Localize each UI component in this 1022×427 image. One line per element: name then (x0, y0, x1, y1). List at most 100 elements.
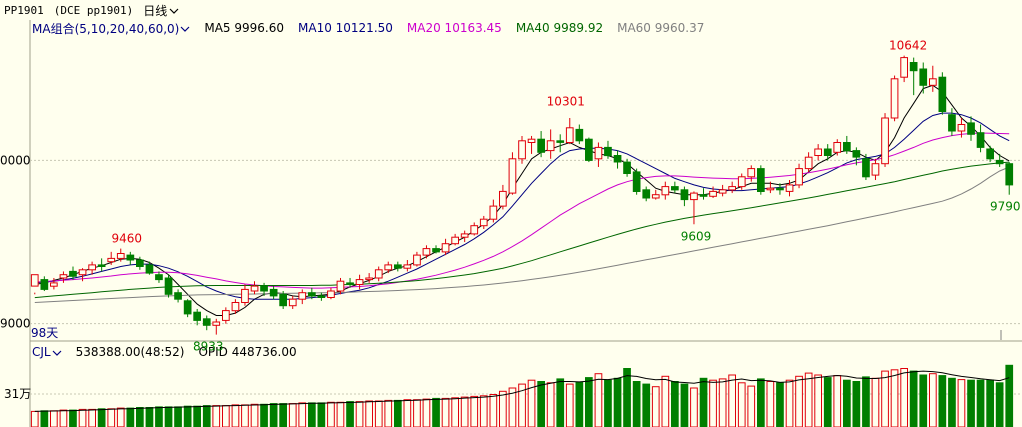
candle (78, 268, 87, 282)
candle-body (537, 138, 545, 153)
candle-body (126, 254, 135, 261)
volume-bar (374, 400, 383, 427)
candle-body (642, 189, 651, 199)
candle (374, 266, 383, 282)
candle (30, 274, 39, 295)
candle-body (604, 146, 612, 157)
volume-bar (833, 375, 842, 427)
volume-bar (766, 381, 775, 427)
candle-body (155, 274, 163, 281)
candle-body (900, 57, 908, 78)
candle-body (241, 288, 249, 303)
candle (823, 144, 832, 161)
volume-bar (116, 407, 125, 427)
candle (518, 135, 526, 164)
volume-bar (384, 399, 393, 427)
candle (126, 251, 135, 265)
candle-body (470, 225, 479, 235)
candle (795, 163, 803, 189)
candle (766, 181, 775, 194)
volume-bar (489, 394, 498, 427)
candle (1005, 162, 1014, 195)
volume-bar (776, 382, 784, 427)
candle-body (460, 233, 469, 238)
candle (718, 184, 727, 197)
volume-bar (948, 377, 956, 427)
volume-bar (661, 375, 670, 427)
candle-body (757, 168, 765, 193)
volume-bar (336, 401, 345, 427)
candle-body (804, 156, 813, 170)
candle (250, 281, 259, 295)
candle (202, 315, 211, 331)
volume-bar (881, 370, 889, 427)
candle (900, 55, 908, 83)
ma-group-selector[interactable]: MA组合(5,10,20,40,60,0) (32, 20, 190, 37)
volume-bar (537, 381, 545, 427)
volume-bar (174, 406, 182, 427)
candle-body (479, 218, 488, 227)
candle-body (413, 254, 421, 266)
cjl-value: 538388.00(48:52) (75, 345, 185, 359)
ma10-value: MA10 10121.50 (298, 21, 393, 35)
candle-body (565, 127, 574, 144)
candle-body (680, 189, 689, 201)
volume-bar (508, 387, 517, 427)
candle-body (661, 186, 670, 196)
volume-indicator-selector[interactable]: CJL (32, 345, 62, 359)
candle (403, 260, 412, 272)
candle (604, 140, 612, 159)
volume-bar (107, 408, 116, 427)
volume-bar (546, 382, 555, 427)
annotation-high-mid: 10301 (547, 94, 585, 108)
candle-body (508, 158, 517, 194)
candle (413, 251, 421, 267)
candle (317, 292, 326, 301)
volume-bar (929, 373, 937, 427)
volume-bar (499, 390, 507, 427)
volume-bar (250, 403, 259, 427)
volume-bar (40, 410, 49, 427)
candle (575, 124, 584, 145)
chart-title-bar: PP1901 (DCE pp1901) 日线 (0, 0, 1022, 20)
volume-bar (909, 370, 918, 427)
candle-body (632, 171, 641, 192)
candle (776, 183, 784, 195)
candle-body (737, 176, 746, 188)
candle-body (795, 168, 803, 186)
volume-bar (594, 373, 603, 427)
candle-body (136, 259, 144, 267)
ma20-value: MA20 10163.45 (406, 21, 502, 35)
volume-bar (308, 402, 316, 427)
candle-body (986, 148, 994, 160)
candle-body (30, 274, 39, 287)
candle (69, 266, 77, 280)
candle (862, 153, 870, 181)
candle (346, 277, 354, 288)
candle (909, 57, 918, 96)
candle-body (279, 293, 287, 307)
candle (508, 152, 517, 195)
candle (680, 186, 689, 207)
candle (995, 153, 1004, 167)
candle (441, 238, 450, 256)
candles (30, 55, 1014, 335)
candle-body (671, 186, 679, 191)
candle-body (995, 159, 1004, 165)
candle (384, 261, 393, 274)
candle-body (355, 279, 364, 286)
candle (737, 173, 746, 190)
volume-bar (155, 406, 163, 427)
period-selector[interactable]: 日线 (143, 2, 179, 19)
candle-body (833, 142, 842, 153)
candle (499, 184, 507, 210)
candle (919, 62, 928, 94)
volume-bar (795, 375, 803, 427)
volume-bar (527, 379, 536, 427)
candle-body (164, 277, 173, 295)
ma60-value: MA60 9960.37 (617, 21, 705, 35)
candle-body (919, 68, 928, 86)
candle (613, 150, 622, 169)
